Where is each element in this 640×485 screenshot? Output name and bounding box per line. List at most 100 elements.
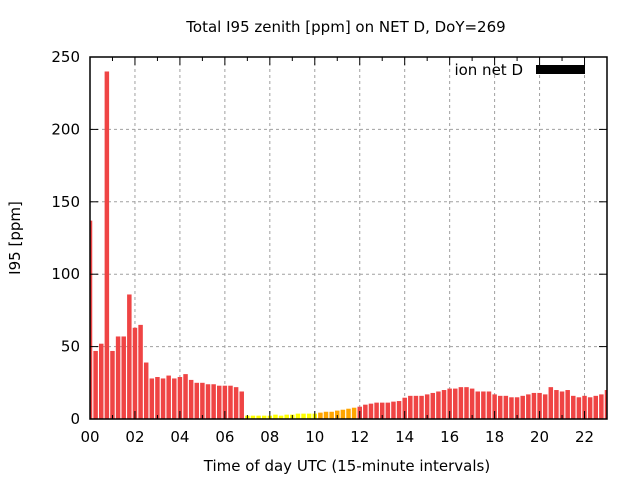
bar	[503, 395, 509, 419]
bar	[250, 415, 256, 419]
bar	[228, 385, 233, 419]
bar	[604, 390, 607, 419]
bar	[222, 385, 228, 419]
bar	[537, 392, 542, 419]
bar	[323, 411, 329, 419]
bar	[211, 384, 216, 419]
bar	[115, 336, 121, 419]
y-tick-label: 200	[51, 120, 80, 138]
y-axis-label: I95 [ppm]	[6, 201, 24, 275]
bar	[554, 390, 559, 419]
x-tick-label: 04	[170, 428, 189, 446]
legend-label: ion net D	[454, 61, 523, 79]
x-tick-label: 18	[485, 428, 504, 446]
x-tick-label: 16	[440, 428, 459, 446]
bar	[205, 384, 211, 419]
bar	[329, 411, 334, 419]
bar	[188, 379, 194, 419]
bar	[98, 343, 104, 419]
bar	[149, 378, 155, 419]
bar	[424, 394, 430, 419]
bar	[155, 377, 160, 419]
bar	[396, 401, 402, 419]
bar	[464, 387, 469, 419]
x-tick-label: 10	[305, 428, 324, 446]
bar	[542, 394, 548, 419]
bar	[408, 395, 413, 419]
bar	[520, 395, 525, 419]
bar	[160, 378, 166, 419]
bar	[110, 350, 115, 419]
bar	[239, 391, 244, 419]
bar	[301, 413, 306, 419]
bar	[351, 407, 357, 419]
bar	[475, 391, 480, 419]
bar	[273, 414, 278, 419]
bar	[447, 388, 452, 419]
x-tick-label: 02	[125, 428, 144, 446]
bar	[492, 394, 497, 419]
x-tick-label: 06	[215, 428, 234, 446]
bar	[531, 392, 537, 419]
bar	[194, 382, 200, 419]
bar	[93, 350, 98, 419]
bar	[453, 388, 458, 419]
legend: ion net D	[454, 61, 585, 79]
bar	[587, 397, 593, 419]
y-tick-label: 50	[61, 338, 80, 356]
bar	[548, 387, 554, 419]
y-tick-label: 100	[51, 265, 80, 283]
bar	[104, 71, 110, 419]
bar	[565, 390, 570, 419]
bar	[183, 374, 188, 419]
x-tick-label: 12	[350, 428, 369, 446]
bar	[121, 336, 126, 419]
x-tick-label: 20	[530, 428, 549, 446]
bar	[385, 402, 391, 419]
bar	[610, 310, 614, 419]
bar	[172, 378, 177, 419]
bar	[391, 401, 396, 419]
bar	[256, 415, 261, 419]
y-tick-label: 0	[70, 410, 80, 428]
grid	[90, 57, 607, 419]
bar	[318, 412, 323, 419]
bar	[430, 392, 436, 419]
bar	[233, 387, 239, 419]
bar	[335, 410, 340, 419]
bar	[177, 377, 183, 419]
bar	[402, 397, 407, 419]
bar	[346, 408, 351, 419]
bar	[436, 391, 441, 419]
bar	[200, 382, 205, 419]
bar	[132, 327, 138, 419]
plot-frame	[89, 56, 608, 420]
bar	[571, 395, 576, 419]
chart-title: Total I95 zenith [ppm] on NET D, DoY=269	[185, 18, 505, 36]
bar	[582, 395, 587, 419]
bars	[90, 71, 614, 419]
bar	[514, 397, 520, 419]
bar	[413, 395, 419, 419]
bar	[306, 413, 312, 419]
bar	[143, 362, 149, 419]
bar	[593, 395, 599, 419]
x-tick-label: 00	[80, 428, 99, 446]
axes: 0 50 100 150 200 250 00 02 04 06 08 10 12 14 16 18 20 22	[51, 48, 608, 446]
bar	[166, 375, 171, 419]
bar	[419, 395, 424, 419]
bar	[497, 395, 503, 419]
bar	[278, 415, 284, 419]
bar	[284, 414, 289, 419]
bar	[469, 388, 475, 419]
bar	[295, 413, 301, 419]
bar	[90, 220, 93, 419]
bar	[576, 397, 582, 419]
bar	[526, 394, 531, 419]
bar	[368, 403, 374, 419]
bar	[138, 324, 143, 419]
x-tick-label: 08	[260, 428, 279, 446]
bar	[261, 415, 267, 419]
